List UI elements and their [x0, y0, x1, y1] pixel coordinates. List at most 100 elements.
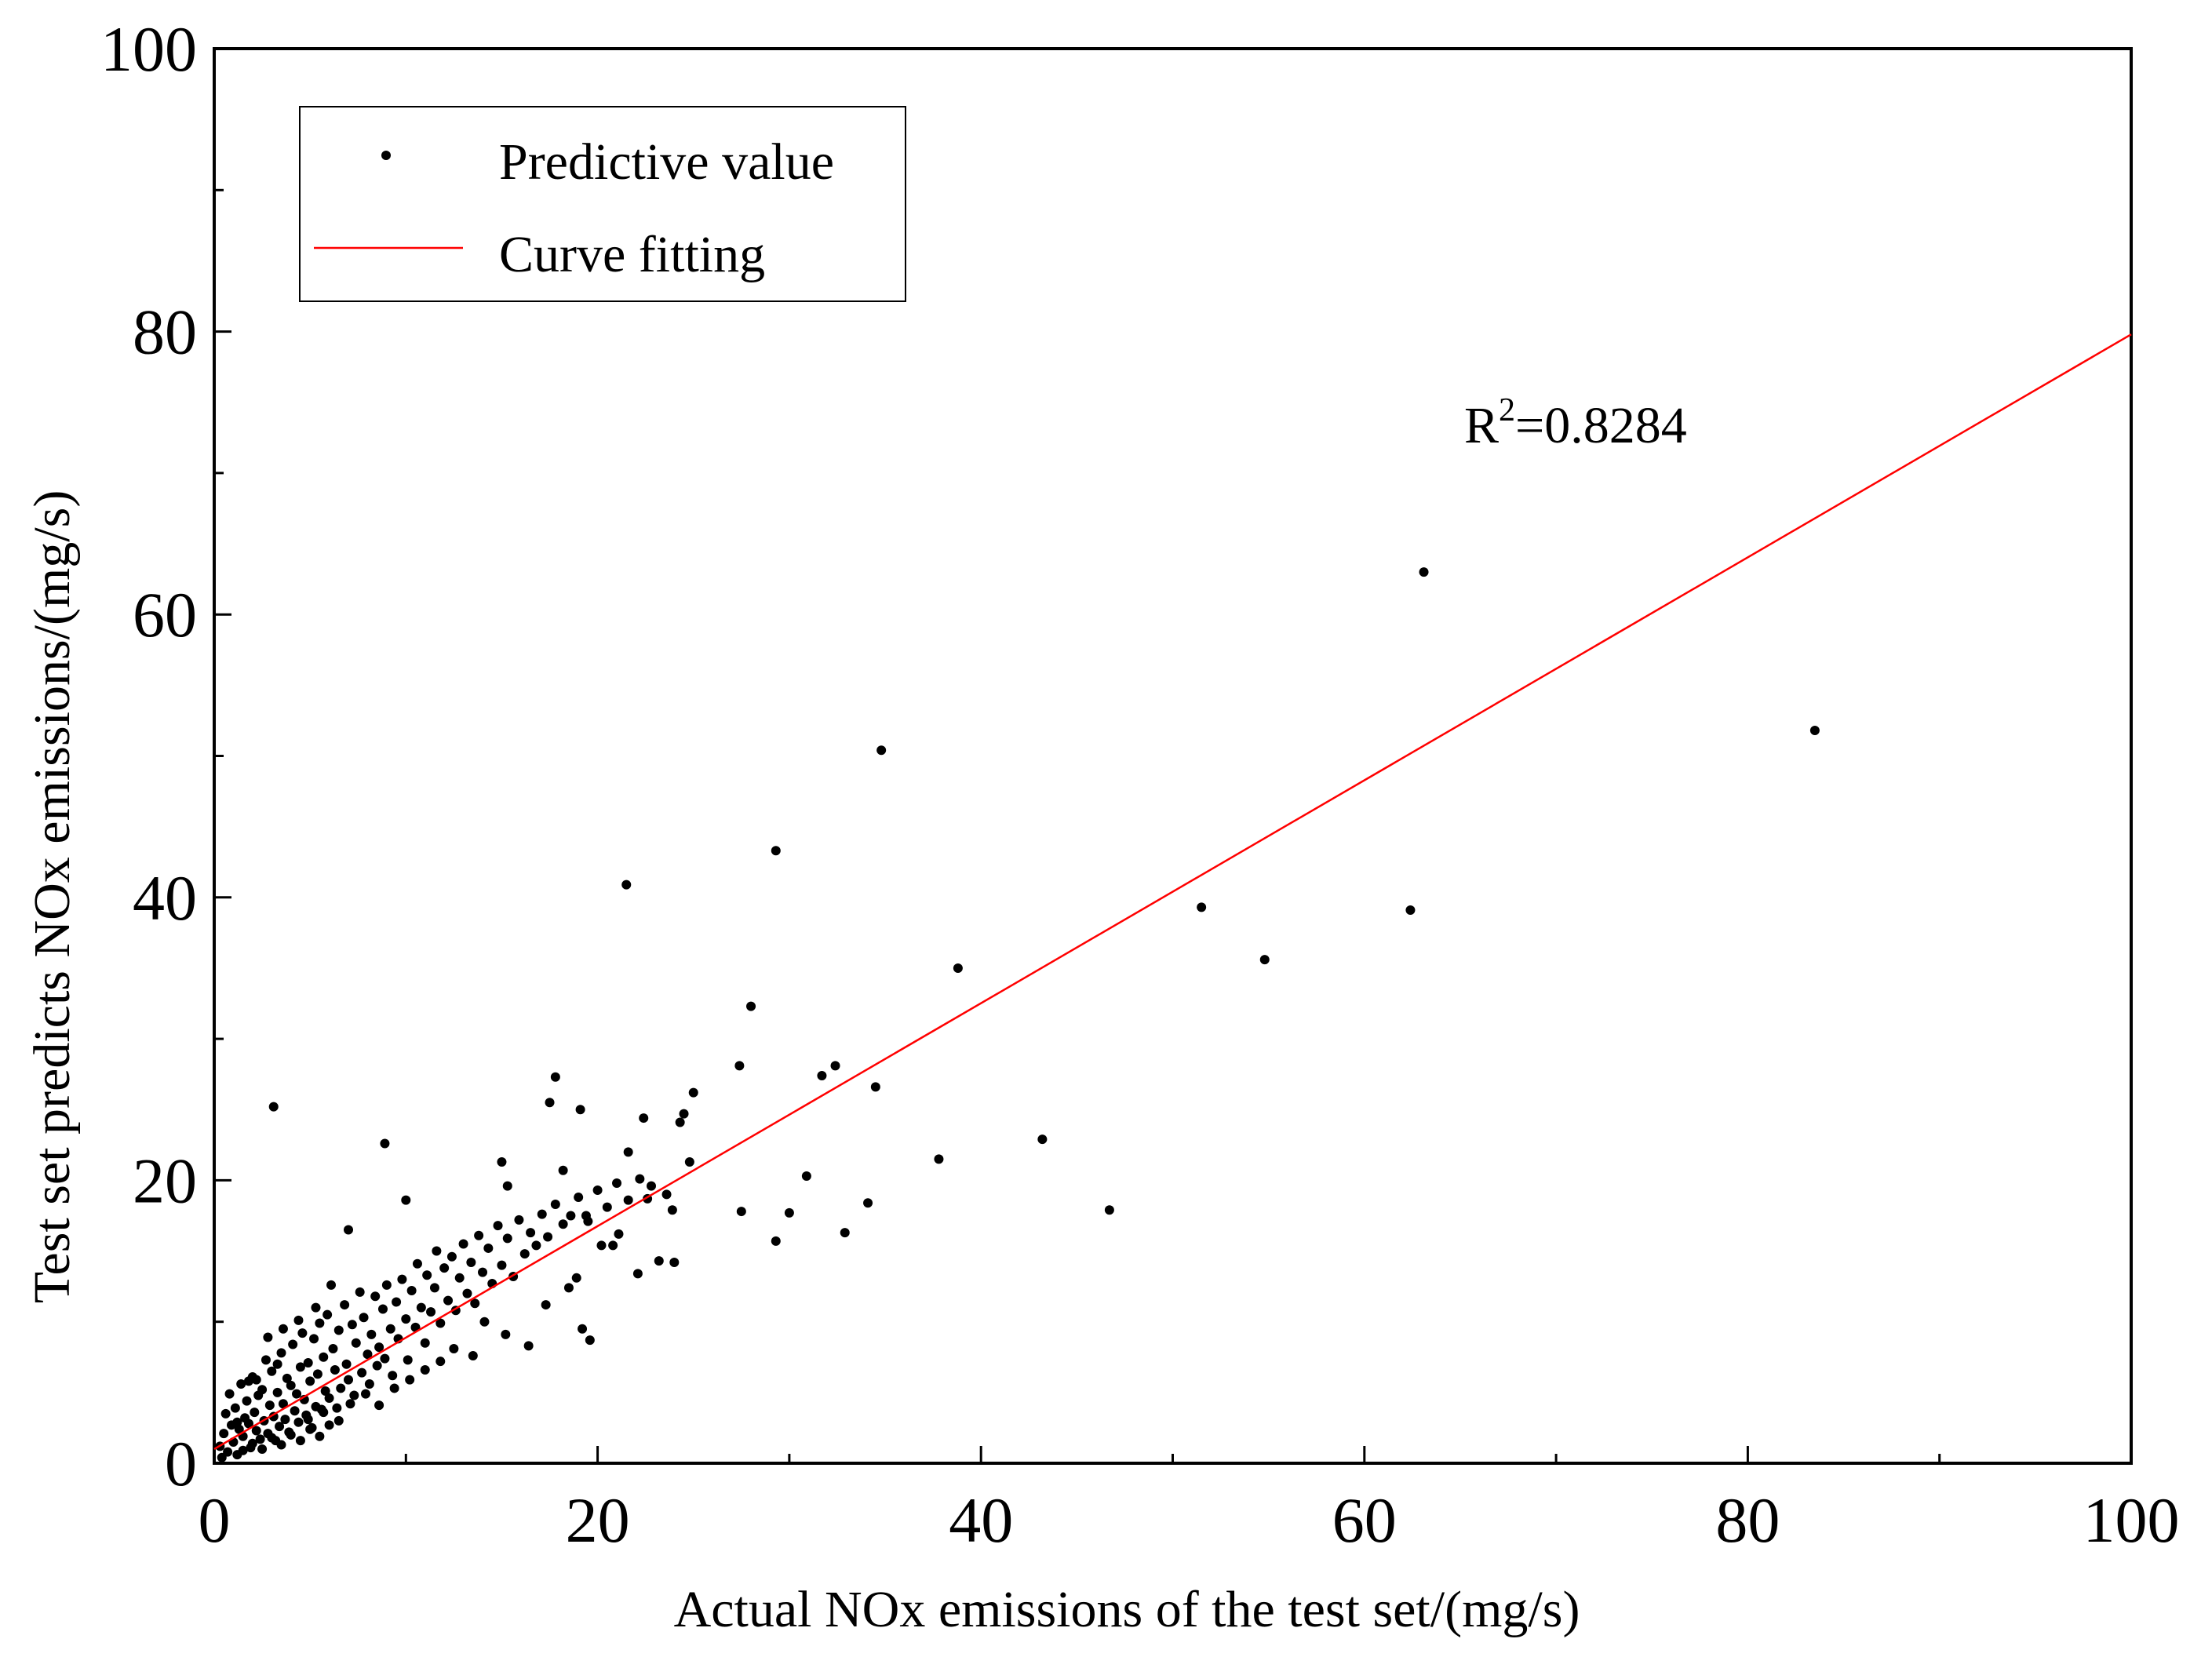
- data-point: [502, 1233, 512, 1244]
- x-tick-label: 60: [1332, 1484, 1397, 1556]
- data-point: [297, 1328, 308, 1338]
- data-point: [305, 1424, 315, 1434]
- data-point: [272, 1387, 282, 1397]
- data-point: [349, 1390, 359, 1400]
- data-point: [319, 1352, 329, 1362]
- data-point: [359, 1313, 369, 1323]
- x-tick-label: 20: [566, 1484, 630, 1556]
- r-squared-value: =0.8284: [1515, 397, 1687, 454]
- x-tick-label: 40: [949, 1484, 1013, 1556]
- data-point: [736, 1207, 746, 1217]
- data-point: [397, 1274, 407, 1284]
- data-point: [623, 1195, 633, 1205]
- data-point: [654, 1256, 664, 1266]
- data-point: [669, 1257, 680, 1267]
- data-point: [432, 1246, 442, 1256]
- data-point: [250, 1408, 260, 1418]
- data-point: [478, 1267, 488, 1277]
- data-point: [374, 1400, 384, 1411]
- data-point: [574, 1193, 584, 1203]
- data-point: [474, 1230, 484, 1240]
- data-point: [661, 1189, 672, 1200]
- legend-label-predictive-value: Predictive value: [499, 133, 834, 191]
- data-point: [621, 880, 632, 890]
- data-point: [541, 1300, 551, 1310]
- data-point: [333, 1325, 344, 1335]
- data-point: [286, 1429, 296, 1440]
- data-point: [493, 1221, 503, 1231]
- data-point: [934, 1154, 944, 1164]
- data-point: [581, 1211, 591, 1221]
- data-point: [257, 1444, 268, 1454]
- data-point: [953, 963, 963, 973]
- data-point: [370, 1291, 381, 1302]
- data-point: [243, 1376, 253, 1386]
- data-point: [483, 1243, 494, 1253]
- data-point: [870, 1082, 880, 1092]
- data-point: [357, 1368, 367, 1378]
- data-point: [319, 1408, 329, 1418]
- data-point: [255, 1434, 265, 1444]
- data-point: [585, 1335, 595, 1346]
- data-point: [267, 1366, 277, 1376]
- data-point: [531, 1240, 541, 1251]
- data-point: [497, 1260, 507, 1270]
- data-point: [479, 1317, 490, 1327]
- legend-box: [299, 106, 906, 302]
- data-point: [264, 1400, 275, 1411]
- data-point: [392, 1297, 402, 1307]
- data-point: [771, 1236, 781, 1246]
- data-point: [519, 1249, 530, 1259]
- data-point: [315, 1318, 325, 1328]
- data-point: [377, 1304, 388, 1314]
- data-point: [303, 1415, 313, 1425]
- data-point: [328, 1343, 338, 1353]
- data-point: [251, 1426, 261, 1436]
- data-point: [364, 1379, 374, 1389]
- data-point: [388, 1371, 398, 1381]
- data-point: [276, 1348, 286, 1358]
- data-point: [320, 1386, 330, 1397]
- data-point: [1037, 1134, 1048, 1145]
- data-point: [268, 1102, 279, 1112]
- data-point: [612, 1178, 622, 1189]
- data-point: [380, 1138, 390, 1149]
- data-point: [232, 1417, 242, 1427]
- data-point: [293, 1417, 304, 1427]
- data-point: [293, 1315, 304, 1325]
- data-point: [1197, 902, 1207, 912]
- data-point: [635, 1174, 645, 1184]
- data-point: [295, 1362, 305, 1372]
- data-point: [366, 1329, 377, 1339]
- data-point: [272, 1359, 282, 1369]
- data-point: [420, 1365, 430, 1375]
- data-point: [592, 1185, 603, 1196]
- data-point: [220, 1408, 231, 1419]
- data-point: [420, 1338, 430, 1348]
- data-point: [372, 1360, 382, 1371]
- data-point: [426, 1307, 436, 1317]
- data-point: [840, 1228, 850, 1238]
- data-point: [345, 1399, 355, 1409]
- data-point: [385, 1324, 395, 1334]
- data-point: [550, 1200, 560, 1210]
- data-point: [443, 1295, 454, 1306]
- data-point: [305, 1376, 315, 1386]
- data-point: [360, 1389, 370, 1399]
- data-point: [602, 1202, 612, 1212]
- data-point: [734, 1061, 745, 1071]
- data-point: [422, 1270, 432, 1280]
- legend-label-curve-fitting: Curve fitting: [499, 226, 765, 283]
- data-point: [817, 1070, 827, 1080]
- data-point: [435, 1357, 446, 1367]
- data-point: [324, 1420, 334, 1430]
- y-tick-label: 20: [133, 1145, 197, 1216]
- data-point: [217, 1452, 227, 1462]
- data-point: [558, 1165, 568, 1175]
- data-point: [632, 1269, 643, 1279]
- data-point: [278, 1324, 288, 1334]
- data-point: [282, 1373, 292, 1383]
- data-point: [1104, 1205, 1114, 1215]
- data-point: [344, 1225, 354, 1235]
